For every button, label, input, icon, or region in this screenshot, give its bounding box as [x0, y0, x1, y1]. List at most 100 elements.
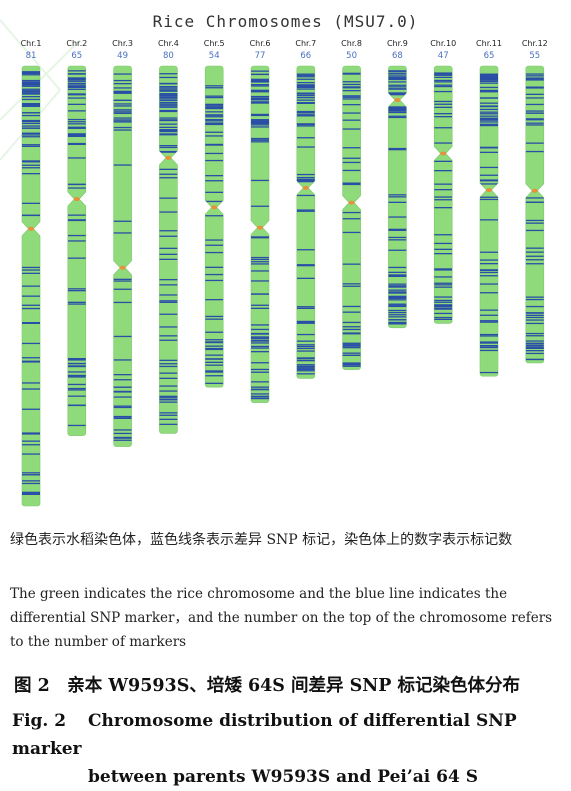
snp-marker [113, 121, 132, 123]
snp-marker [480, 76, 498, 78]
snp-marker [434, 170, 453, 172]
snp-marker [205, 215, 224, 217]
snp-marker [67, 424, 86, 427]
snp-marker [67, 157, 86, 159]
snp-marker [342, 211, 361, 214]
snp-marker [296, 277, 315, 279]
snp-marker [113, 90, 132, 92]
snp-marker [205, 106, 224, 109]
snp-marker [205, 191, 224, 193]
snp-marker [434, 74, 453, 76]
chromosome-label: Chr.1 [21, 39, 42, 48]
snp-marker [159, 401, 178, 403]
snp-marker [159, 253, 178, 255]
snp-marker [67, 365, 86, 367]
snp-marker [388, 286, 407, 288]
snp-marker [22, 120, 40, 123]
snp-marker [22, 84, 40, 86]
snp-marker [342, 104, 361, 106]
snp-marker [205, 114, 224, 116]
snp-marker [296, 73, 315, 75]
snp-marker [113, 439, 132, 441]
centromere [165, 155, 172, 160]
snp-marker [205, 315, 224, 318]
snp-marker [22, 482, 40, 485]
snp-marker [159, 86, 178, 88]
snp-marker [22, 104, 40, 107]
snp-marker [251, 78, 269, 80]
snp-marker [251, 84, 269, 86]
snp-marker [434, 199, 453, 201]
snp-marker [388, 285, 407, 287]
snp-marker [525, 332, 544, 335]
snp-marker [388, 289, 407, 291]
snp-marker [480, 75, 498, 78]
snp-marker [342, 263, 361, 265]
snp-marker [22, 145, 40, 147]
chromosome-4: Chr.4 80 [158, 39, 179, 434]
caption-english: The green indicates the rice chromosome … [10, 586, 553, 650]
snp-marker [525, 322, 544, 325]
snp-marker [67, 80, 86, 82]
snp-marker [525, 319, 544, 321]
snp-marker [296, 112, 315, 114]
snp-marker [525, 150, 544, 153]
snp-marker [342, 169, 361, 172]
snp-marker [159, 313, 178, 315]
snp-marker [434, 305, 453, 308]
snp-marker [113, 109, 132, 111]
snp-marker [296, 123, 315, 126]
snp-marker [434, 160, 453, 162]
snp-marker [205, 299, 224, 301]
snp-marker [342, 333, 361, 335]
snp-marker [388, 73, 407, 75]
snp-marker [342, 112, 361, 114]
snp-marker [251, 120, 269, 122]
snp-marker [525, 112, 544, 114]
snp-marker [525, 229, 544, 232]
snp-marker [22, 96, 40, 98]
snp-marker [159, 73, 178, 75]
snp-marker [113, 301, 132, 304]
snp-marker [159, 96, 178, 98]
snp-marker [296, 93, 315, 95]
snp-marker [434, 318, 453, 320]
snp-marker [159, 173, 178, 175]
snp-marker [388, 297, 407, 299]
snp-marker [67, 143, 86, 145]
marker-count: 55 [529, 51, 540, 61]
snp-marker [113, 288, 132, 290]
snp-marker [159, 418, 178, 420]
snp-marker [159, 230, 178, 232]
snp-marker [159, 301, 178, 303]
snp-marker [67, 187, 86, 189]
snp-marker [67, 73, 86, 75]
snp-marker [113, 112, 132, 114]
snp-marker [525, 119, 544, 121]
centromere [531, 188, 538, 193]
snp-marker [480, 90, 498, 92]
snp-marker [113, 220, 132, 222]
snp-marker [388, 229, 407, 231]
snp-marker [342, 98, 361, 100]
snp-marker [251, 261, 269, 263]
snp-marker [159, 197, 178, 199]
snp-marker [342, 231, 361, 234]
snp-marker [388, 149, 407, 151]
snp-marker [205, 375, 224, 377]
snp-marker [388, 295, 407, 297]
snp-marker [296, 345, 315, 348]
snp-marker [434, 299, 453, 302]
snp-marker [22, 272, 40, 274]
snp-marker [525, 343, 544, 345]
snp-marker [159, 365, 178, 368]
snp-marker [22, 114, 40, 117]
figure-caption-title-chinese: 图 2 亲本 W9593S、培矮 64S 间差异 SNP 标记染色体分布 [14, 676, 521, 696]
snp-marker [388, 94, 407, 96]
snp-marker [67, 374, 86, 377]
snp-marker [205, 279, 224, 282]
snp-marker [67, 288, 86, 290]
snp-marker [434, 296, 453, 298]
snp-marker [205, 95, 224, 97]
snp-marker [159, 151, 178, 153]
